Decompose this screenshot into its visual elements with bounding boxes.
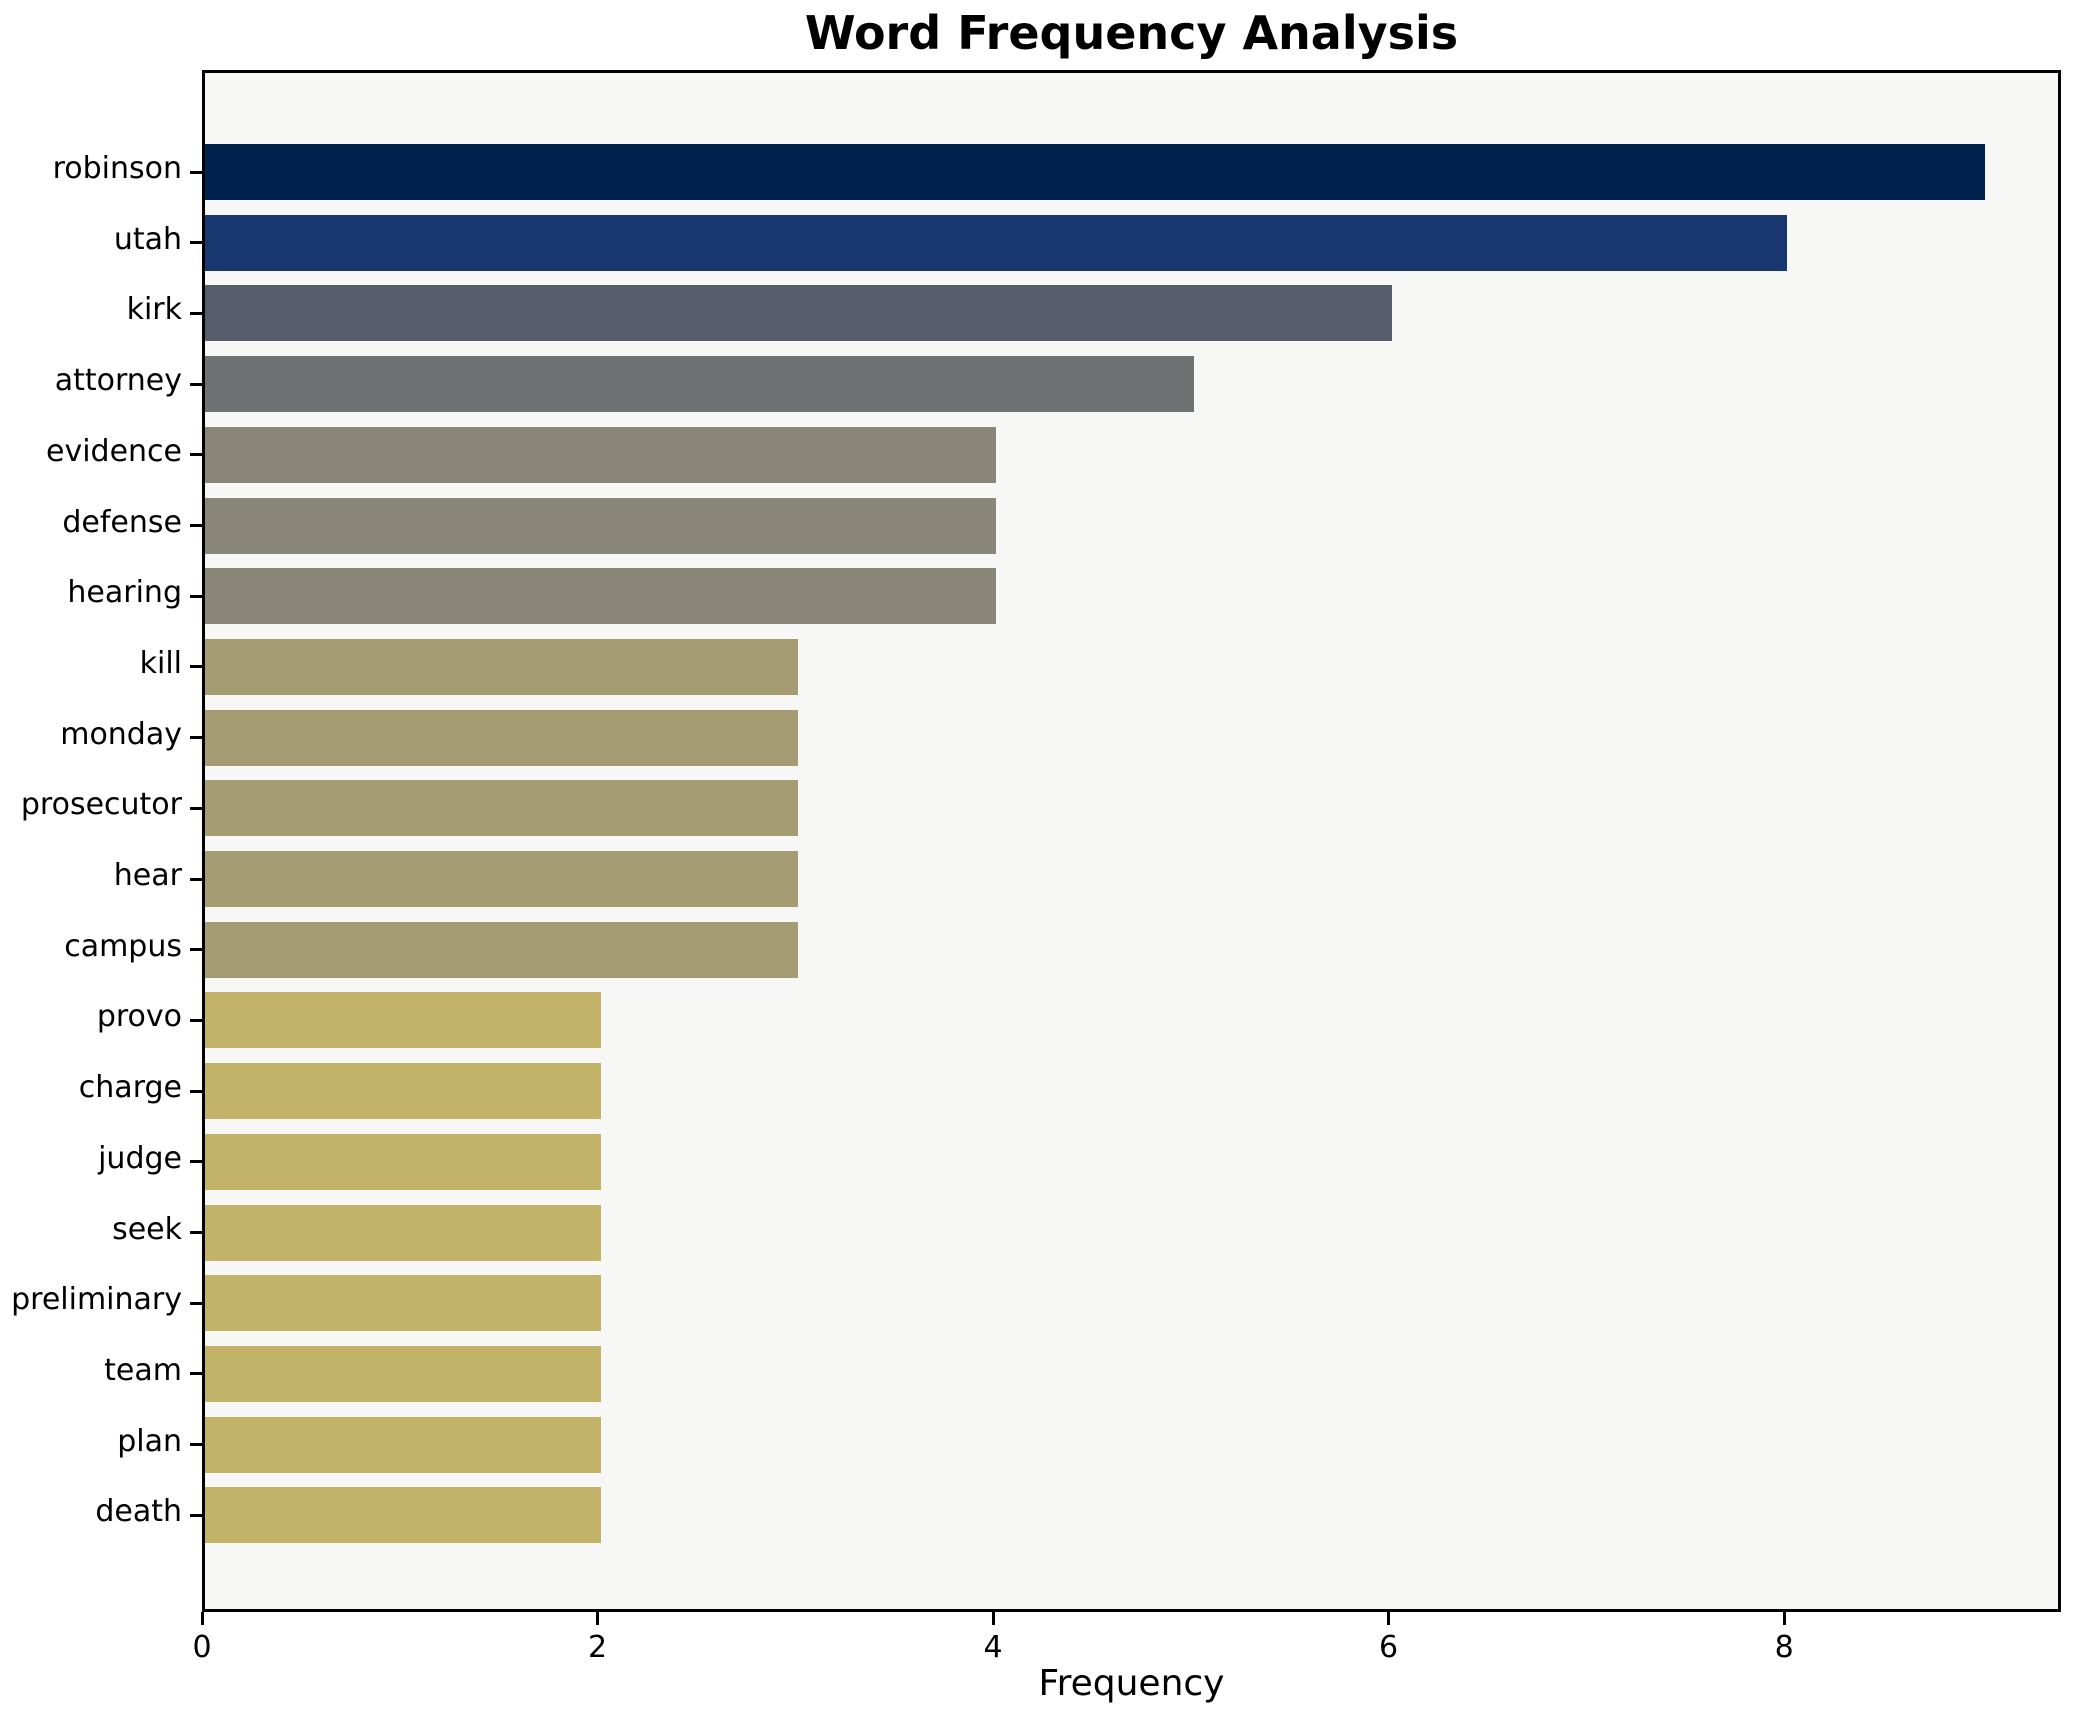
bar-hearing xyxy=(205,568,997,625)
y-tick-mark xyxy=(190,1513,202,1517)
x-tick-label-4: 4 xyxy=(983,1630,1003,1665)
y-tick-mark xyxy=(190,1372,202,1376)
bar-provo xyxy=(205,992,601,1049)
y-tick-mark xyxy=(190,1160,202,1164)
y-tick-label-plan: plan xyxy=(117,1423,182,1459)
y-tick-mark xyxy=(190,665,202,669)
x-tick-mark xyxy=(200,1612,204,1625)
chart-title: Word Frequency Analysis xyxy=(804,6,1459,60)
bar-campus xyxy=(205,921,799,978)
y-tick-mark xyxy=(190,1301,202,1305)
y-tick-label-evidence: evidence xyxy=(45,433,182,469)
y-tick-label-campus: campus xyxy=(64,928,182,964)
bar-seek xyxy=(205,1204,601,1261)
bar-prosecutor xyxy=(205,780,799,837)
x-tick-label-6: 6 xyxy=(1379,1630,1399,1665)
bar-monday xyxy=(205,709,799,766)
x-tick-mark xyxy=(991,1612,995,1625)
bar-charge xyxy=(205,1063,601,1120)
y-tick-mark xyxy=(190,736,202,740)
y-tick-label-seek: seek xyxy=(112,1211,182,1247)
y-tick-mark xyxy=(190,453,202,457)
y-tick-mark xyxy=(190,1018,202,1022)
y-tick-label-judge: judge xyxy=(98,1140,182,1176)
x-axis-label: Frequency xyxy=(1038,1663,1225,1704)
y-tick-mark xyxy=(190,877,202,881)
bar-defense xyxy=(205,497,997,554)
x-tick-mark xyxy=(1387,1612,1391,1625)
y-tick-label-team: team xyxy=(104,1352,182,1388)
y-tick-mark xyxy=(190,241,202,245)
y-tick-mark xyxy=(190,1089,202,1093)
x-tick-label-8: 8 xyxy=(1774,1630,1794,1665)
y-tick-label-death: death xyxy=(95,1494,182,1530)
y-tick-mark xyxy=(190,382,202,386)
y-tick-label-attorney: attorney xyxy=(54,363,182,399)
bar-death xyxy=(205,1487,601,1544)
bar-utah xyxy=(205,214,1788,271)
y-tick-label-kill: kill xyxy=(139,645,182,681)
y-tick-mark xyxy=(190,806,202,810)
y-tick-mark xyxy=(190,524,202,527)
bar-attorney xyxy=(205,356,1194,413)
y-tick-mark xyxy=(190,594,202,598)
y-tick-label-monday: monday xyxy=(60,716,182,752)
y-tick-mark xyxy=(190,311,202,315)
bar-preliminary xyxy=(205,1275,601,1332)
y-tick-label-robinson: robinson xyxy=(52,151,182,186)
y-tick-label-provo: provo xyxy=(96,999,182,1035)
x-tick-label-2: 2 xyxy=(587,1630,608,1665)
x-tick-mark xyxy=(596,1612,600,1625)
y-tick-label-preliminary: preliminary xyxy=(11,1282,182,1318)
bar-kirk xyxy=(205,285,1392,342)
y-tick-mark xyxy=(190,1231,202,1234)
y-tick-label-hearing: hearing xyxy=(67,575,182,611)
x-tick-label-0: 0 xyxy=(192,1630,212,1665)
bar-team xyxy=(205,1345,601,1402)
bars-container xyxy=(205,73,2058,1609)
y-tick-mark xyxy=(190,948,202,952)
y-tick-label-charge: charge xyxy=(78,1070,182,1106)
x-tick-mark xyxy=(1782,1612,1786,1625)
bar-evidence xyxy=(205,426,997,483)
bar-plan xyxy=(205,1416,601,1473)
bar-hear xyxy=(205,851,799,907)
y-tick-label-prosecutor: prosecutor xyxy=(20,787,182,823)
plot-area xyxy=(202,70,2061,1612)
y-tick-label-utah: utah xyxy=(113,221,182,257)
y-tick-mark xyxy=(190,170,202,174)
y-tick-label-kirk: kirk xyxy=(126,292,182,328)
bar-judge xyxy=(205,1133,601,1190)
bar-kill xyxy=(205,638,799,695)
y-tick-label-hear: hear xyxy=(113,858,182,893)
y-tick-label-defense: defense xyxy=(62,504,182,540)
y-tick-mark xyxy=(190,1443,202,1447)
bar-robinson xyxy=(205,144,1985,200)
